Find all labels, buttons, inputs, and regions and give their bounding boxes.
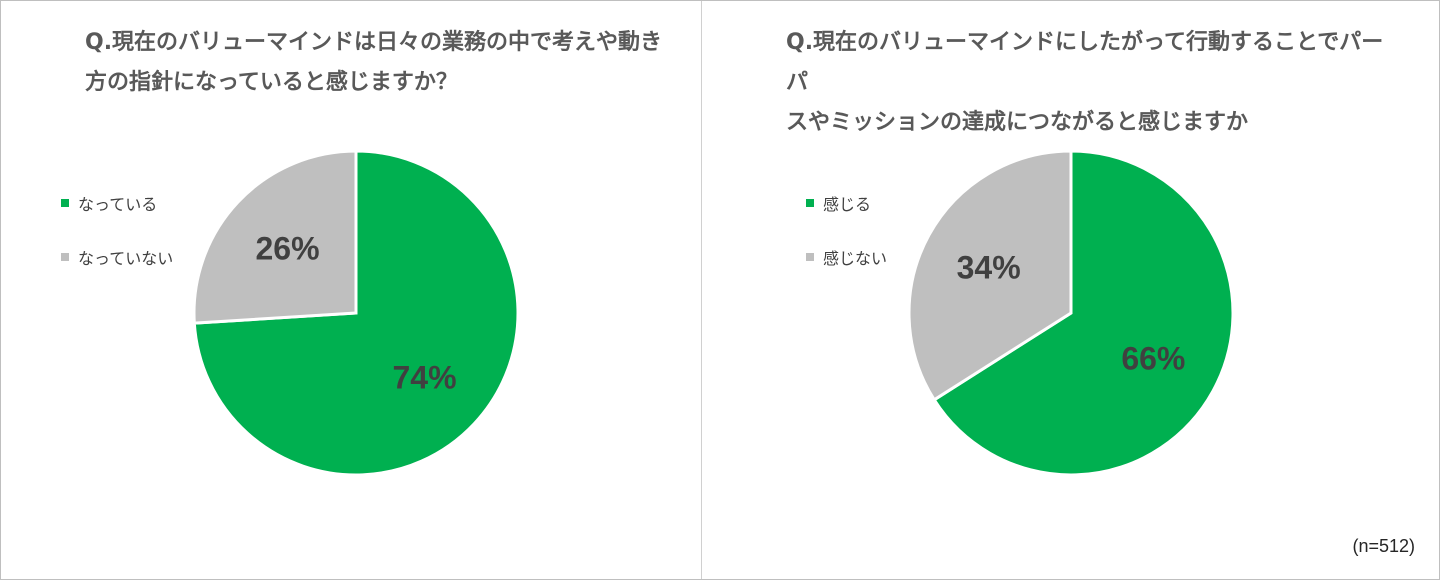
legend: なっている なっていない (61, 189, 173, 297)
pie-slice-no (192, 149, 358, 325)
legend-swatch-green (806, 199, 814, 207)
title-line-2: 方の指針になっていると感じますか？ (85, 70, 458, 95)
legend-swatch-gray (806, 253, 814, 261)
legend-item-yes: 感じる (806, 189, 887, 217)
legend-item-no: 感じない (806, 243, 887, 271)
pie-label-no: 26% (255, 231, 319, 267)
chart-panel-purpose-mission: Q.現在のバリューマインドにしたがって行動することでパーパ スやミッションの達成… (702, 1, 1439, 579)
pie-chart-values-guide: 74% 26% (192, 149, 520, 477)
panel-divider (701, 1, 702, 579)
pie-slice-no (907, 149, 1073, 402)
sample-size-note: (n=512) (1352, 536, 1415, 556)
legend-item-yes: なっている (61, 189, 173, 217)
legend-label: 感じる (823, 195, 872, 214)
pie-chart-purpose-mission: 66% 34% (907, 149, 1235, 477)
title-line-2: スやミッションの達成につながると感じますか (786, 110, 1249, 135)
legend-label: なっている (78, 195, 158, 214)
pie-label-yes: 66% (1121, 340, 1185, 376)
chart-panel-values-guide: Q.現在のバリューマインドは日々の業務の中で考えや動き 方の指針になっていると感… (1, 1, 701, 579)
legend-label: なっていない (78, 249, 174, 268)
pie-label-no: 34% (957, 250, 1021, 286)
chart-title-purpose-mission: Q.現在のバリューマインドにしたがって行動することでパーパ スやミッションの達成… (786, 23, 1386, 143)
pie-label-yes: 74% (392, 359, 456, 395)
legend-item-no: なっていない (61, 243, 173, 271)
legend-swatch-green (61, 199, 69, 207)
title-line-1: Q.現在のバリューマインドにしたがって行動することでパーパ (786, 30, 1384, 95)
pie-slice-yes (932, 149, 1235, 477)
legend: 感じる 感じない (806, 189, 887, 297)
legend-swatch-gray (61, 253, 69, 261)
chart-title-values-guide: Q.現在のバリューマインドは日々の業務の中で考えや動き 方の指針になっていると感… (85, 23, 665, 103)
title-line-1: Q.現在のバリューマインドは日々の業務の中で考えや動き (85, 30, 663, 55)
legend-label: 感じない (823, 249, 888, 268)
